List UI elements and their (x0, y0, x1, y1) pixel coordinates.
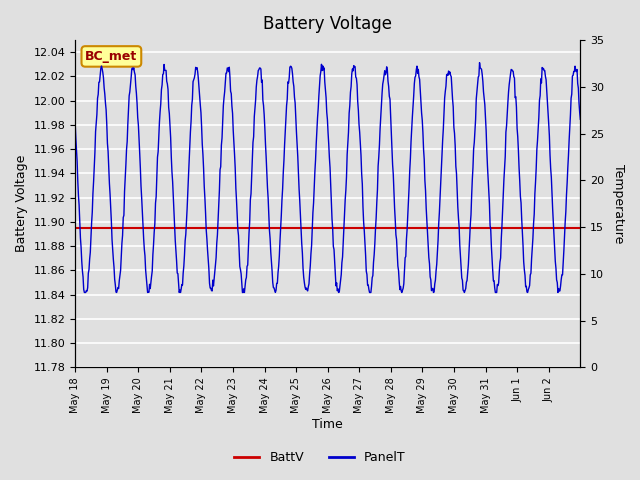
Legend: BattV, PanelT: BattV, PanelT (229, 446, 411, 469)
Y-axis label: Battery Voltage: Battery Voltage (15, 155, 28, 252)
X-axis label: Time: Time (312, 419, 343, 432)
Text: BC_met: BC_met (85, 50, 138, 63)
Title: Battery Voltage: Battery Voltage (263, 15, 392, 33)
Y-axis label: Temperature: Temperature (612, 164, 625, 243)
